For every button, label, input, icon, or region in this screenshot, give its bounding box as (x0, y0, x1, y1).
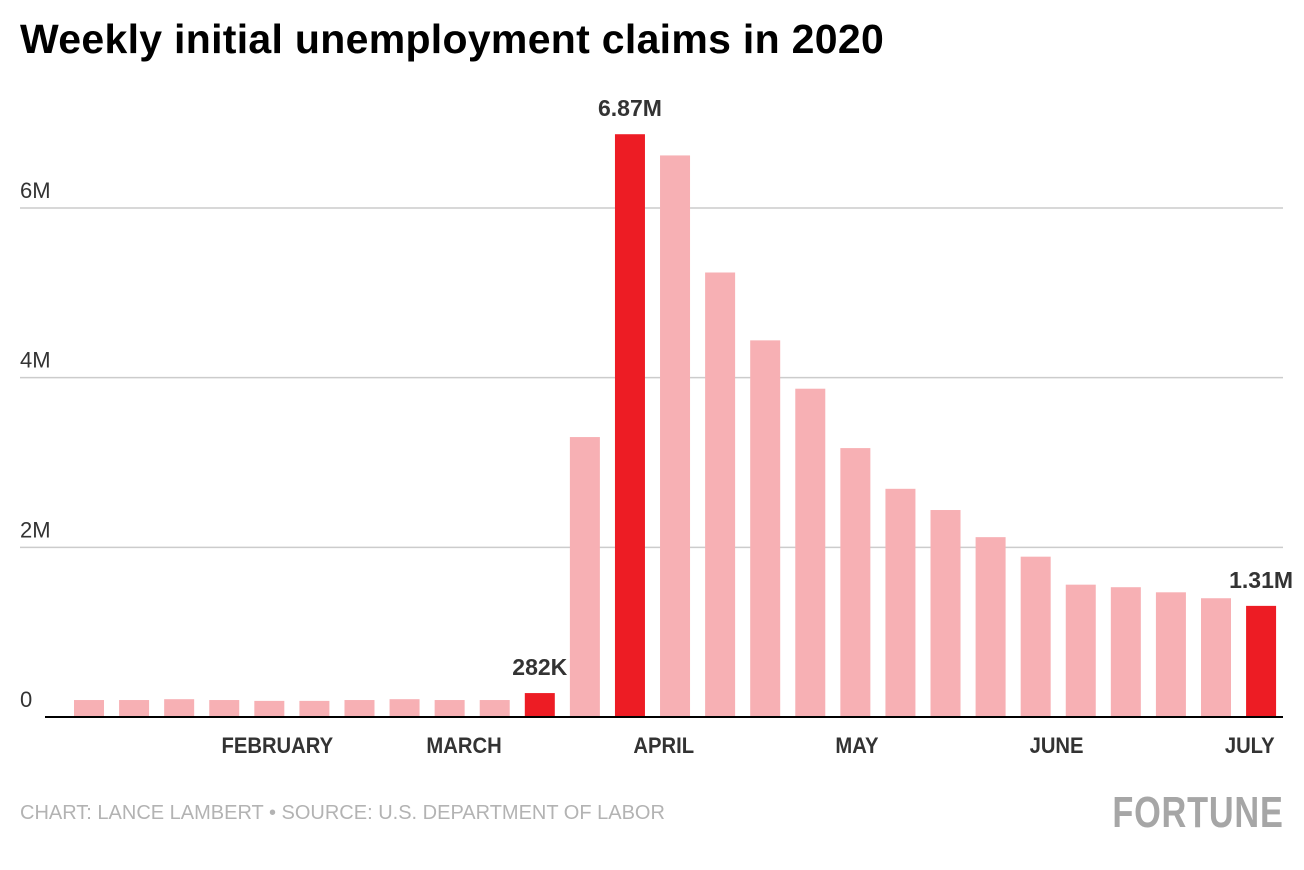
month-tick-label: FEBRUARY (222, 734, 334, 758)
month-tick-label: JUNE (1030, 734, 1084, 758)
bar (119, 700, 150, 717)
month-tick-label: MAY (835, 734, 878, 758)
data-label: 282K (512, 654, 567, 680)
bar (434, 700, 465, 717)
bar (569, 437, 600, 717)
bar (660, 155, 691, 717)
bar (209, 700, 240, 717)
bar (1246, 605, 1277, 717)
bar (299, 700, 330, 717)
y-tick-label: 6M (20, 178, 51, 203)
y-tick-label: 0 (20, 687, 32, 712)
bar (74, 700, 104, 717)
month-tick-label: JULY (1225, 734, 1275, 758)
fortune-logo: FORTUNE (1112, 788, 1284, 837)
bar (524, 693, 555, 717)
bar (614, 134, 645, 717)
bar (750, 340, 781, 717)
bar (840, 448, 871, 717)
bar (795, 388, 826, 717)
bar (164, 699, 195, 717)
bar (1110, 587, 1141, 717)
bar (705, 272, 736, 717)
bar (1155, 592, 1186, 717)
bar (885, 488, 916, 717)
month-tick-label: MARCH (426, 734, 501, 758)
bar (344, 700, 375, 717)
bar (975, 537, 1006, 717)
chart-title: Weekly initial unemployment claims in 20… (20, 16, 885, 62)
month-tick-label: APRIL (633, 734, 694, 758)
bar (479, 700, 510, 717)
bar (1201, 598, 1231, 717)
data-label: 6.87M (598, 95, 662, 121)
y-tick-label: 4M (20, 348, 51, 373)
bar (1020, 556, 1051, 717)
bar (930, 510, 961, 717)
y-tick-label: 2M (20, 517, 51, 542)
bar (389, 699, 420, 717)
data-label: 1.31M (1229, 567, 1293, 593)
bar (1065, 584, 1096, 717)
source-credit: CHART: LANCE LAMBERT • SOURCE: U.S. DEPA… (20, 802, 665, 824)
bar (254, 700, 285, 717)
